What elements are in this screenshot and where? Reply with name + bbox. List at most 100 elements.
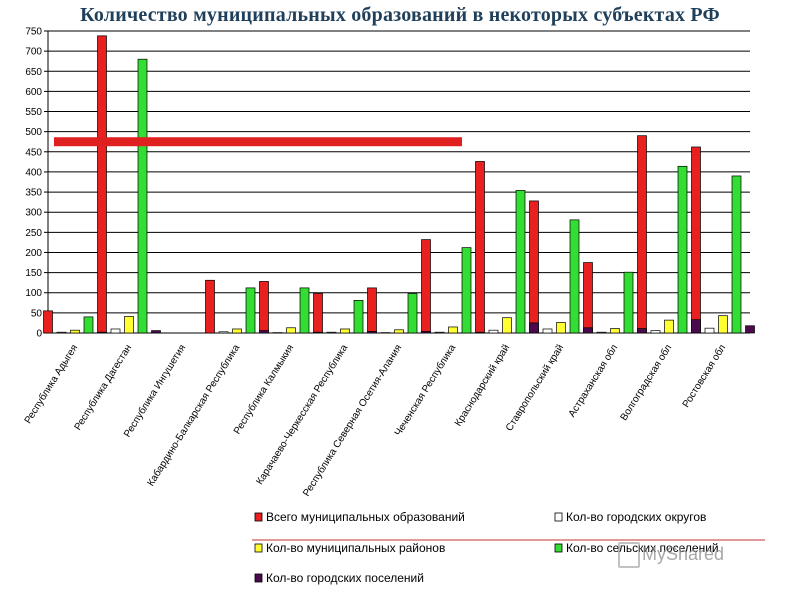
y-tick-label: 750 bbox=[25, 27, 42, 38]
bar-1 bbox=[421, 239, 431, 334]
legend-label: Кол-во муниципальных районов bbox=[266, 541, 445, 555]
bar-4 bbox=[515, 190, 526, 334]
bar-3 bbox=[70, 329, 80, 334]
bar-4 bbox=[137, 58, 148, 334]
bar-2 bbox=[650, 330, 661, 334]
x-tick-label: Ставропольский край bbox=[504, 343, 566, 434]
bar-1 bbox=[97, 35, 107, 334]
bar-3 bbox=[340, 328, 350, 334]
legend-swatch bbox=[254, 573, 263, 583]
bar-1 bbox=[205, 279, 215, 334]
bar-5 bbox=[745, 325, 755, 334]
bar-3 bbox=[394, 329, 404, 334]
y-tick-label: 200 bbox=[25, 248, 42, 259]
y-tick-label: 450 bbox=[25, 147, 42, 158]
bar-4 bbox=[245, 287, 256, 334]
watermark: MyShared bbox=[642, 544, 725, 564]
chart-title: Количество муниципальных образований в н… bbox=[80, 4, 720, 26]
y-tick-label: 250 bbox=[25, 228, 42, 239]
x-tick-label: Республика Ингушетия bbox=[121, 342, 188, 439]
bar-2 bbox=[704, 327, 715, 334]
bar-3 bbox=[610, 328, 620, 334]
bar-4 bbox=[461, 247, 472, 334]
bar-4 bbox=[731, 175, 742, 334]
bar-2 bbox=[326, 331, 337, 334]
bar-5 bbox=[421, 331, 431, 334]
bar-3 bbox=[286, 327, 296, 334]
x-tick-label: Республика Калмыкия bbox=[231, 342, 296, 436]
legend: Всего муниципальных образований Кол-во го… bbox=[252, 510, 765, 585]
legend-swatch bbox=[554, 543, 563, 553]
legend-label: Кол-во городских округов bbox=[566, 510, 706, 524]
legend-swatch bbox=[254, 543, 263, 553]
bar-4 bbox=[83, 316, 94, 334]
y-tick-label: 650 bbox=[25, 67, 42, 78]
bar-3 bbox=[448, 326, 458, 334]
y-tick-label: 150 bbox=[25, 268, 42, 279]
y-tick-label: 500 bbox=[25, 127, 42, 138]
legend-label: Кол-во городских поселений bbox=[266, 571, 424, 585]
x-tick-label: Астраханская обл bbox=[566, 342, 620, 419]
x-tick-label: Краснодарский край bbox=[453, 343, 512, 429]
bar-1 bbox=[529, 200, 539, 334]
bar-3 bbox=[664, 319, 674, 334]
y-tick-label: 550 bbox=[25, 107, 42, 118]
bar-1 bbox=[367, 287, 377, 334]
bar-1 bbox=[313, 293, 323, 334]
x-tick-label: Волгоградская обл bbox=[618, 342, 675, 423]
bar-2 bbox=[218, 331, 229, 334]
bar-4 bbox=[677, 165, 688, 334]
bar-2 bbox=[110, 328, 121, 334]
bar-2 bbox=[488, 329, 499, 334]
bar-5 bbox=[97, 331, 107, 334]
y-tick-label: 700 bbox=[25, 47, 42, 58]
reference-line bbox=[54, 137, 462, 147]
bar-1 bbox=[637, 135, 647, 334]
x-tick-label: Карачаево-Черкесская Республика bbox=[254, 342, 351, 487]
bar-3 bbox=[556, 322, 566, 334]
bar-5 bbox=[529, 322, 539, 334]
bar-4 bbox=[299, 287, 310, 334]
y-tick-label: 50 bbox=[31, 308, 43, 319]
bar-2 bbox=[596, 331, 607, 334]
bar-1 bbox=[691, 146, 701, 334]
bar-3 bbox=[232, 328, 242, 334]
bar-5 bbox=[475, 331, 485, 334]
y-tick-label: 600 bbox=[25, 87, 42, 98]
bar-1 bbox=[259, 281, 269, 334]
bar-2 bbox=[434, 331, 445, 334]
legend-label: Всего муниципальных образований bbox=[266, 510, 465, 524]
bar-4 bbox=[407, 293, 418, 334]
y-tick-label: 100 bbox=[25, 288, 42, 299]
bar-2 bbox=[56, 331, 67, 334]
x-tick-label: Кабардино-Балкарская Республика bbox=[145, 342, 243, 489]
bar-5 bbox=[637, 328, 647, 334]
bar-5 bbox=[583, 327, 593, 334]
y-tick-label: 0 bbox=[36, 329, 42, 340]
legend-swatch bbox=[254, 512, 263, 522]
y-tick-label: 300 bbox=[25, 208, 42, 219]
legend-swatch bbox=[554, 512, 563, 522]
x-tick-label: Республика Дагестан bbox=[72, 342, 135, 432]
x-tick-label: Республика Адыгея bbox=[22, 342, 80, 426]
x-tick-label: Ростовская обл bbox=[680, 342, 728, 410]
bar-3 bbox=[502, 317, 512, 334]
watermark-logo-icon bbox=[618, 542, 640, 568]
x-tick-label: Республика Северная Осетия-Алания bbox=[300, 342, 404, 498]
bar-3 bbox=[124, 316, 134, 334]
bar-4 bbox=[353, 300, 364, 334]
bar-5 bbox=[691, 319, 701, 334]
bar-3 bbox=[718, 315, 728, 334]
bar-1 bbox=[475, 161, 485, 334]
bar-4 bbox=[623, 271, 634, 334]
bar-2 bbox=[542, 328, 553, 334]
legend-label: Кол-во сельских поселений bbox=[566, 541, 719, 555]
x-tick-label: Чеченская Республика bbox=[392, 342, 458, 438]
bar-5 bbox=[367, 331, 377, 334]
y-tick-label: 350 bbox=[25, 188, 42, 199]
bar-4 bbox=[569, 219, 580, 334]
y-tick-label: 400 bbox=[25, 167, 42, 178]
bar-5 bbox=[151, 330, 161, 334]
bar-1 bbox=[583, 262, 593, 334]
